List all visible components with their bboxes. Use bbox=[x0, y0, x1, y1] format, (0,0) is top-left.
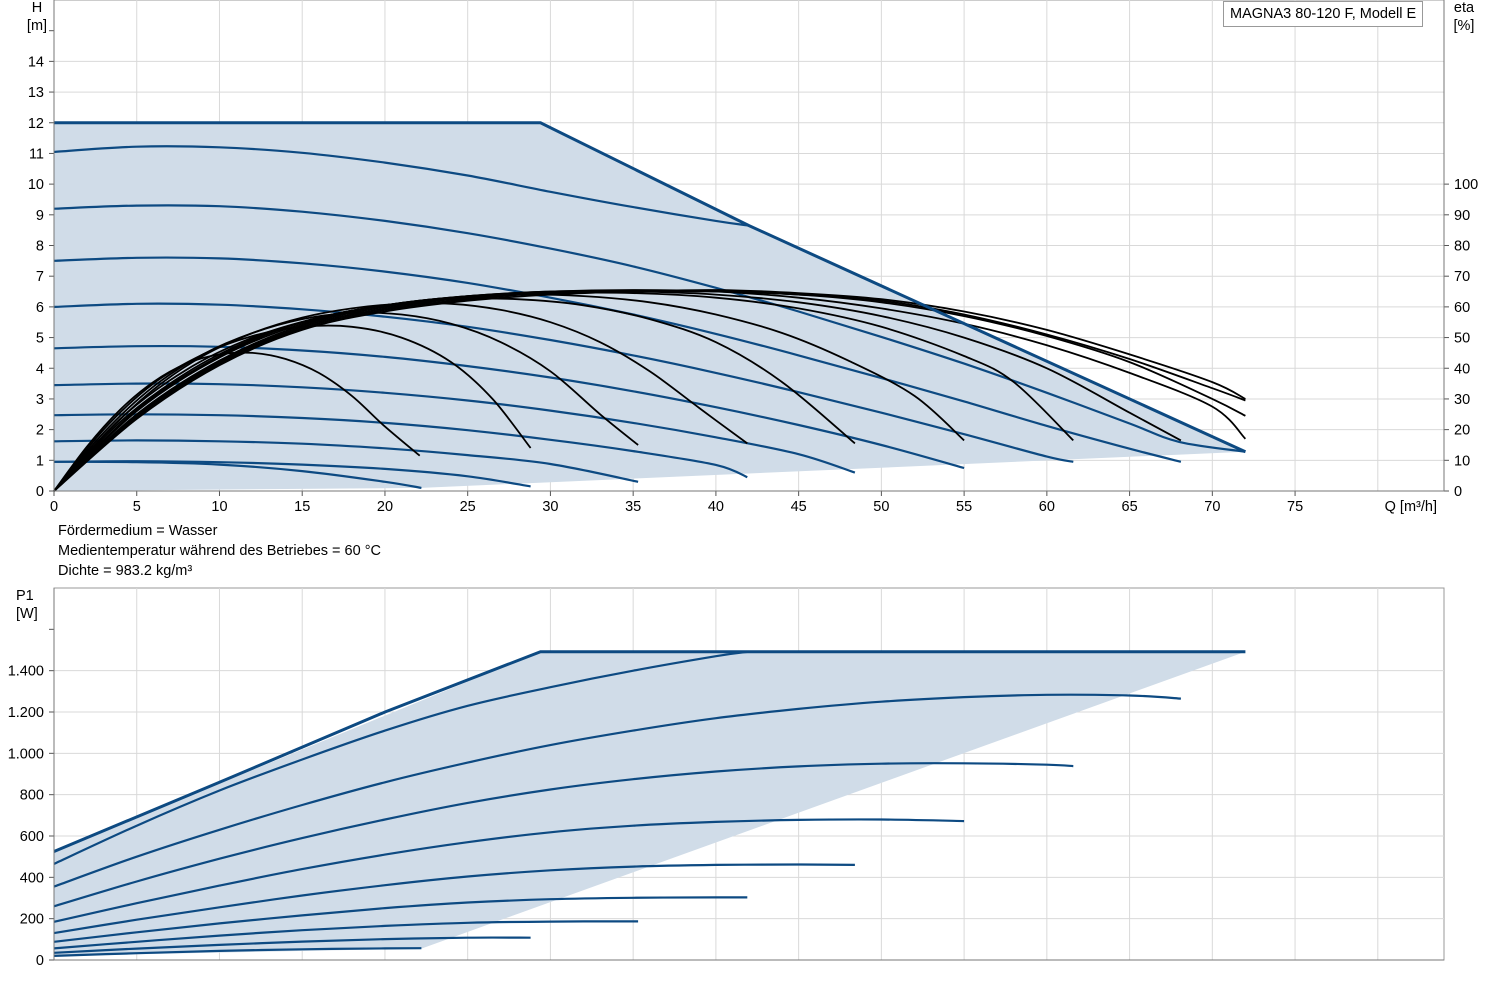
x-tick-label: 15 bbox=[294, 499, 310, 515]
head-curve-8 bbox=[53, 439, 639, 483]
head-axes-labels: 0123456789101112131401020304050607080901… bbox=[27, 0, 1478, 515]
head-curve-2 bbox=[53, 204, 1246, 453]
note-temperature: Medientemperatur während des Betriebes =… bbox=[58, 543, 381, 559]
y2-tick-label: 30 bbox=[1454, 392, 1470, 408]
x-tick-label: 75 bbox=[1287, 499, 1303, 515]
power-axes-labels: 0 200 400 600 800 1.000 1.200 1.400 P1 [W] bbox=[8, 588, 1444, 969]
y-tick-label: 13 bbox=[28, 85, 44, 101]
y2-tick-label: 80 bbox=[1454, 239, 1470, 255]
y-tick-label: 600 bbox=[20, 829, 44, 845]
head-curve-5 bbox=[53, 344, 965, 470]
efficiency-curve-12 bbox=[53, 289, 1246, 492]
power-curve-5 bbox=[53, 818, 965, 923]
power-curve-1 bbox=[53, 650, 1246, 853]
x-tick-label: 10 bbox=[211, 499, 227, 515]
x-tick-label: 20 bbox=[377, 499, 393, 515]
y-tick-label: 12 bbox=[28, 116, 44, 132]
x-tick-label: 45 bbox=[791, 499, 807, 515]
x-tick-label: 55 bbox=[956, 499, 972, 515]
power-curve-10 bbox=[53, 947, 422, 957]
head-curve-10 bbox=[53, 460, 422, 489]
y-tick-label: 7 bbox=[36, 269, 44, 285]
y2-tick-label: 50 bbox=[1454, 331, 1470, 347]
y-tick-label: 14 bbox=[28, 54, 44, 70]
x-tick-label: 25 bbox=[460, 499, 476, 515]
y-tick-label: 11 bbox=[29, 146, 44, 162]
y-tick-label: 1 bbox=[36, 453, 44, 469]
y2-tick-label: 40 bbox=[1454, 361, 1470, 377]
y-tick-label: 10 bbox=[28, 177, 44, 193]
power-curve-7 bbox=[53, 896, 748, 943]
head-operating-envelope bbox=[54, 122, 1246, 492]
x-tick-label: 0 bbox=[50, 499, 58, 515]
efficiency-curves bbox=[53, 289, 1247, 492]
y-axis-label-unit: [W] bbox=[16, 606, 38, 622]
power-curve-3 bbox=[53, 693, 1181, 888]
y-axis-label-unit: [m] bbox=[27, 18, 47, 34]
y2-tick-label: 100 bbox=[1454, 177, 1478, 193]
power-curves bbox=[53, 650, 1246, 957]
y2-tick-label: 20 bbox=[1454, 423, 1470, 439]
power-curve-9 bbox=[53, 936, 531, 954]
head-curve-6 bbox=[53, 382, 856, 474]
max-head-curve bbox=[54, 121, 1247, 454]
y-tick-label: 3 bbox=[36, 392, 44, 408]
y-tick-label: 200 bbox=[20, 912, 44, 928]
y-tick-label: 2 bbox=[36, 423, 44, 439]
y-tick-label: 0 bbox=[36, 953, 44, 969]
x-axis-label: Q [m³/h] bbox=[1385, 499, 1437, 515]
head-efficiency-chart: 0123456789101112131401020304050607080901… bbox=[27, 0, 1478, 515]
x-tick-label: 60 bbox=[1039, 499, 1055, 515]
y-tick-label: 1.400 bbox=[8, 664, 44, 680]
power-operating-envelope bbox=[54, 651, 1246, 956]
head-curve-7 bbox=[53, 413, 748, 479]
y2-tick-label: 10 bbox=[1454, 453, 1470, 469]
y-tick-label: 400 bbox=[20, 870, 44, 886]
power-curve-2 bbox=[53, 650, 750, 865]
y-tick-label: 4 bbox=[36, 361, 44, 377]
y-axis-label-name: H bbox=[32, 0, 42, 16]
medium-notes: Fördermedium = Wasser Medientemperatur w… bbox=[58, 521, 381, 581]
y2-axis-label-name: eta bbox=[1454, 0, 1475, 16]
chart-title-legend: MAGNA3 80-120 F, Modell E bbox=[1223, 1, 1424, 27]
x-tick-label: 70 bbox=[1204, 499, 1220, 515]
y-tick-label: 5 bbox=[36, 331, 44, 347]
x-tick-label: 5 bbox=[133, 499, 141, 515]
power-chart: 0 200 400 600 800 1.000 1.200 1.400 P1 [W] bbox=[8, 587, 1445, 969]
y-tick-label: 1.200 bbox=[8, 705, 44, 721]
y2-tick-label: 0 bbox=[1454, 484, 1462, 500]
y-tick-label: 9 bbox=[36, 208, 44, 224]
x-tick-label: 35 bbox=[625, 499, 641, 515]
power-curve-4 bbox=[53, 762, 1074, 908]
power-curve-6 bbox=[53, 863, 855, 935]
power-curve-8 bbox=[53, 920, 639, 950]
note-medium: Fördermedium = Wasser bbox=[58, 523, 218, 539]
head-curve-4 bbox=[53, 302, 1074, 463]
y-tick-label: 1.000 bbox=[8, 746, 44, 762]
y2-axis-label-unit: [%] bbox=[1454, 18, 1475, 34]
note-density: Dichte = 983.2 kg/m³ bbox=[58, 563, 193, 579]
x-tick-label: 50 bbox=[873, 499, 889, 515]
y2-tick-label: 90 bbox=[1454, 208, 1470, 224]
y-tick-label: 6 bbox=[36, 300, 44, 316]
y-tick-label: 8 bbox=[36, 239, 44, 255]
y-tick-label: 0 bbox=[36, 484, 44, 500]
x-tick-label: 30 bbox=[542, 499, 558, 515]
x-tick-label: 40 bbox=[708, 499, 724, 515]
y2-tick-label: 60 bbox=[1454, 300, 1470, 316]
head-curve-1 bbox=[53, 145, 750, 227]
x-tick-label: 65 bbox=[1122, 499, 1138, 515]
y-tick-label: 800 bbox=[20, 788, 44, 804]
y2-tick-label: 70 bbox=[1454, 269, 1470, 285]
y-axis-label-name: P1 bbox=[16, 588, 34, 604]
